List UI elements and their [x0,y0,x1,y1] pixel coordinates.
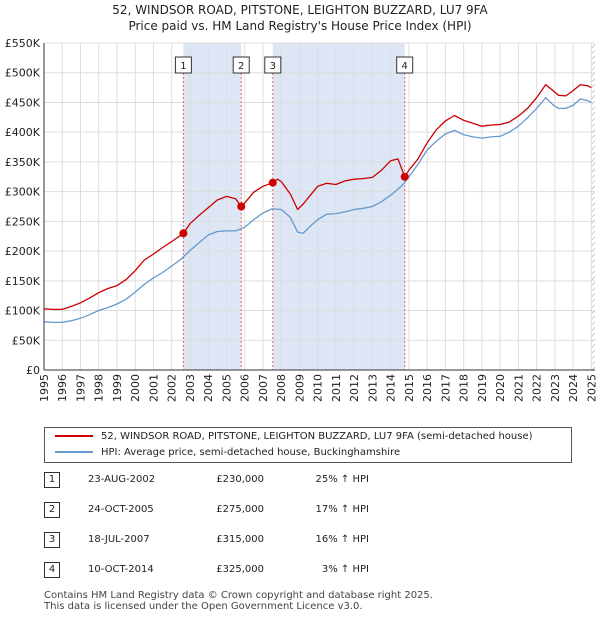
sale-marker-box [396,56,414,74]
sale-price: £315,000 [216,534,264,545]
sale-marker-box [174,56,192,74]
y-tick-label: £50K [12,334,41,347]
sale-marker [237,202,246,211]
sale-price: £325,000 [216,564,264,575]
footer-attribution: Contains HM Land Registry data © Crown c… [44,590,433,612]
sale-marker-box [232,56,250,74]
sale-row: 1 23-AUG-2002 £230,000 25% ↑ HPI [44,472,464,488]
y-tick-label: £550K [5,37,41,50]
sale-row: 2 24-OCT-2005 £275,000 17% ↑ HPI [44,502,464,518]
sale-row: 4 10-OCT-2014 £325,000 3% ↑ HPI [44,562,464,578]
price-chart: £0 £50K £100K £150K £200K £250K £300K £350K £400… [5,37,599,402]
x-tick-label: 2021 [512,374,525,402]
sale-date: 10-OCT-2014 [88,564,154,575]
sale-hpi-change: 16% ↑ HPI [315,534,369,545]
y-tick-label: £350K [5,156,41,169]
shaded-band [183,43,242,370]
x-tick-label: 2020 [494,374,507,402]
sale-date: 23-AUG-2002 [88,474,156,485]
x-tick-label: 2006 [239,374,252,402]
y-tick-label: £200K [5,245,41,258]
x-tick-label: 2014 [385,374,398,402]
sale-date: 24-OCT-2005 [88,504,154,515]
sale-marker [400,172,409,181]
sale-marker-label: 1 [180,61,186,72]
sale-hpi-change: 25% ↑ HPI [315,474,369,485]
sale-hpi-change: 3% ↑ HPI [321,564,369,575]
y-tick-label: £150K [5,275,41,288]
x-tick-label: 2002 [166,374,179,402]
x-tick-label: 1998 [93,374,106,402]
x-tick-label: 2011 [330,374,343,402]
legend-swatch-hpi [55,451,93,453]
x-tick-label: 1997 [74,374,87,402]
legend-item-hpi: HPI: Average price, semi-detached house,… [55,445,400,461]
sale-marker [179,229,188,238]
x-tick-label: 2017 [439,374,452,402]
title-line-1: 52, WINDSOR ROAD, PITSTONE, LEIGHTON BUZ… [112,3,488,17]
legend-item-property: 52, WINDSOR ROAD, PITSTONE, LEIGHTON BUZ… [55,429,533,445]
footer-line-1: Contains HM Land Registry data © Crown c… [44,590,433,601]
x-tick-label: 2022 [531,374,544,402]
sale-marker [268,178,277,187]
sale-price: £230,000 [216,474,264,485]
chart-legend: 52, WINDSOR ROAD, PITSTONE, LEIGHTON BUZ… [44,427,572,463]
sale-marker-label: 3 [270,61,276,72]
y-tick-label: £0 [26,364,40,377]
x-tick-label: 2013 [366,374,379,402]
chart-title: 52, WINDSOR ROAD, PITSTONE, LEIGHTON BUZ… [0,2,600,34]
y-tick-label: £400K [5,126,41,139]
property-price-line [43,83,592,311]
y-tick-label: £300K [5,186,41,199]
y-tick-label: £250K [5,215,41,228]
x-tick-label: 2012 [348,374,361,402]
x-tick-label: 2003 [184,374,197,402]
sale-marker-box [264,56,282,74]
x-tick-label: 1999 [111,374,124,402]
y-tick-label: £450K [5,96,41,109]
sale-marker-label: 2 [238,61,244,72]
hatched-region [591,43,595,370]
x-tick-label: 2019 [476,374,489,402]
hpi-line [43,97,592,324]
x-tick-label: 2008 [275,374,288,402]
footer-line-2: This data is licensed under the Open Gov… [44,601,363,612]
sale-number-badge: 1 [44,472,60,488]
sale-number-badge: 4 [44,562,60,578]
legend-label-property: 52, WINDSOR ROAD, PITSTONE, LEIGHTON BUZ… [101,431,533,442]
y-tick-label: £100K [5,305,41,318]
sale-marker-label: 4 [402,61,408,72]
sale-number-badge: 2 [44,502,60,518]
x-tick-label: 2018 [458,374,471,402]
x-tick-label: 2025 [585,374,598,402]
sale-number-badge: 3 [44,532,60,548]
x-tick-label: 1995 [38,374,51,402]
x-tick-label: 2024 [567,374,580,402]
x-tick-label: 1996 [56,374,69,402]
legend-label-hpi: HPI: Average price, semi-detached house,… [101,447,401,458]
sale-hpi-change: 17% ↑ HPI [315,504,369,515]
x-tick-label: 2023 [549,374,562,402]
legend-swatch-property [55,435,93,437]
shaded-band [272,43,405,370]
x-tick-label: 2009 [293,374,306,402]
x-tick-label: 2015 [403,374,416,402]
x-tick-label: 2005 [220,374,233,402]
x-tick-label: 2000 [129,374,142,402]
sale-row: 3 18-JUL-2007 £315,000 16% ↑ HPI [44,532,464,548]
x-tick-label: 2004 [202,374,215,402]
y-tick-label: £500K [5,67,41,80]
x-tick-label: 2001 [147,374,160,402]
sale-price: £275,000 [216,504,264,515]
x-tick-label: 2007 [257,374,270,402]
sale-date: 18-JUL-2007 [88,534,150,545]
x-tick-label: 2016 [421,374,434,402]
x-tick-label: 2010 [312,374,325,402]
title-line-2: Price paid vs. HM Land Registry's House … [128,19,472,33]
